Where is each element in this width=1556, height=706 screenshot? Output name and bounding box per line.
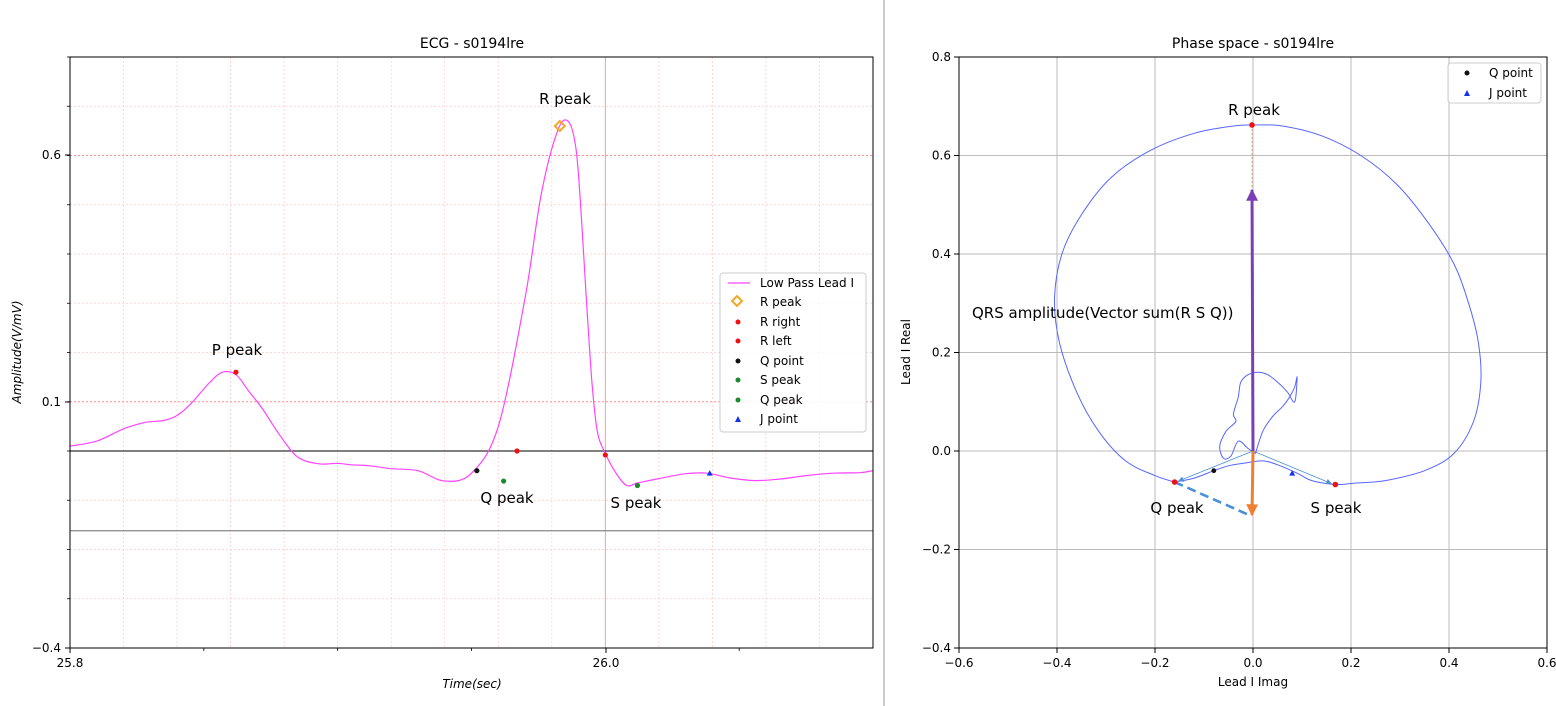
phase-x-tick-label: −0.6: [944, 656, 973, 670]
phase-x-tick-label: −0.2: [1140, 656, 1169, 670]
ecg-legend-entry: S peak: [760, 373, 801, 387]
legend-swatch-dot: [735, 397, 741, 403]
phase-loop-line: [1053, 124, 1482, 486]
phase-x-tick-label: 0.4: [1439, 656, 1458, 670]
phase-q-point: [1211, 468, 1217, 474]
phase-r-peak-point: [1249, 122, 1255, 128]
ecg-legend-entry: R right: [760, 315, 801, 329]
phase-legend: Q point J point: [1447, 62, 1542, 104]
legend-swatch-dot: [735, 377, 741, 383]
phase-y-tick-label: −0.4: [922, 641, 951, 655]
phase-annotation-q-peak: Q peak: [1150, 499, 1204, 517]
phase-y-tick-label: 0.2: [932, 346, 951, 360]
ecg-annotation-q-peak: Q peak: [480, 489, 534, 507]
ecg-legend-entry: Q point: [760, 354, 804, 368]
phase-vector-qs: [1246, 450, 1259, 517]
ecg-r-left-marker: [514, 448, 520, 454]
ecg-markers: [233, 119, 713, 489]
phase-annotation-s-peak: S peak: [1311, 499, 1362, 517]
ecg-y-tick-label: 0.1: [42, 395, 61, 409]
phase-j-point: [1289, 470, 1296, 476]
ecg-title: ECG - s0194lre: [420, 36, 524, 52]
ecg-r-right-marker: [602, 452, 608, 458]
ecg-annotation-s-peak: S peak: [611, 494, 662, 512]
ecg-y-tick-label: 0.6: [42, 148, 61, 162]
phase-points: [1171, 122, 1339, 488]
phase-chart: Phase space - s0194lre −0.6 −0.4 −0.2 0.0 0.…: [899, 36, 1556, 689]
phase-annotation-qrs-amplitude: QRS amplitude(Vector sum(R S Q)): [972, 304, 1234, 322]
phase-inner-loop-line: [1219, 371, 1298, 460]
phase-s-peak-point: [1332, 481, 1339, 488]
ecg-legend-entry: Q peak: [760, 393, 803, 407]
ecg-s-peak-marker: [634, 482, 641, 489]
phase-x-axis-label: Lead I Imag: [1218, 675, 1288, 689]
phase-title: Phase space - s0194lre: [1172, 36, 1334, 52]
ecg-x-tick-label: 26.0: [593, 656, 620, 670]
legend-swatch-diamond: [730, 294, 744, 308]
legend-swatch-dot: [1464, 70, 1470, 76]
ecg-y-ticks: −0.4 0.1 0.6: [32, 148, 70, 655]
ecg-y-axis-label: Amplitude(V/mV): [10, 300, 24, 404]
ecg-j-point-marker: [706, 470, 713, 476]
ecg-annotation-p-peak: P peak: [212, 341, 263, 359]
ecg-chart: ECG - s0194lre 25.8 26.0 −0.4 0.1 0.6 Ti…: [10, 36, 874, 691]
ecg-legend-entry: R left: [760, 334, 792, 348]
ecg-annotation-r-peak: R peak: [539, 90, 591, 108]
ecg-p-peak-marker: [233, 369, 239, 375]
legend-swatch-dot: [735, 358, 741, 364]
ecg-legend-entry: J point: [759, 412, 798, 426]
phase-vectors: [1174, 124, 1332, 517]
ecg-y-tick-label: −0.4: [32, 641, 61, 655]
phase-x-tick-label: 0.0: [1243, 656, 1262, 670]
phase-legend-entry: Q point: [1489, 66, 1533, 80]
phase-y-tick-label: 0.8: [932, 50, 951, 64]
ecg-legend-entry: Low Pass Lead I: [760, 276, 854, 290]
phase-ticks: −0.6 −0.4 −0.2 0.0 0.2 0.4 0.6−0.4−0.20.00.20.…: [922, 50, 1556, 670]
phase-y-tick-label: 0.4: [932, 247, 951, 261]
phase-y-tick-label: 0.0: [932, 444, 951, 458]
ecg-x-axis-label: Time(sec): [442, 677, 501, 691]
ecg-series-line: [69, 119, 874, 487]
phase-legend-entry: J point: [1488, 86, 1527, 100]
phase-vector-sum: [1246, 188, 1259, 452]
ecg-legend: Low Pass Lead I R peak R right R left Q …: [719, 272, 867, 433]
phase-y-axis-label: Lead I Real: [899, 319, 913, 385]
ecg-x-ticks: 25.8 26.0: [57, 648, 620, 670]
phase-annotation-r-peak: R peak: [1228, 101, 1280, 119]
ecg-q-point-marker: [474, 468, 480, 474]
ecg-q-peak-marker: [501, 478, 507, 484]
legend-swatch-triangle: [735, 416, 741, 422]
phase-x-tick-label: 0.6: [1537, 656, 1556, 670]
phase-vector-origin-s: [1252, 450, 1332, 485]
phase-vector-origin-q: [1178, 450, 1254, 482]
ecg-x-tick-label: 25.8: [57, 656, 84, 670]
ecg-r-peak-marker: [553, 119, 567, 133]
phase-x-tick-label: −0.4: [1042, 656, 1071, 670]
ecg-plot-frame: [69, 56, 874, 649]
legend-swatch-triangle: [1464, 90, 1470, 96]
phase-x-tick-label: 0.2: [1341, 656, 1360, 670]
phase-y-tick-label: −0.2: [922, 543, 951, 557]
phase-y-tick-label: 0.6: [932, 149, 951, 163]
ecg-baselines: [70, 450, 873, 532]
legend-swatch-dot: [735, 319, 741, 325]
phase-q-peak-point: [1171, 479, 1178, 485]
ecg-legend-entry: R peak: [760, 295, 802, 309]
ecg-legend-box: [719, 272, 867, 433]
legend-swatch-dot: [735, 338, 741, 344]
phase-legend-box: [1447, 62, 1542, 104]
